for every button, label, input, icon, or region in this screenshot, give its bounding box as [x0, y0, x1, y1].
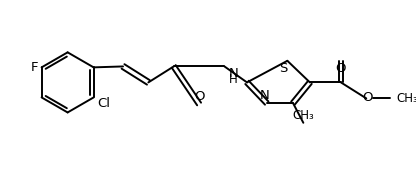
Text: N: N — [260, 89, 270, 102]
Text: O: O — [194, 90, 204, 103]
Text: CH₃: CH₃ — [292, 109, 314, 122]
Text: N: N — [229, 67, 239, 79]
Text: H: H — [229, 73, 238, 86]
Text: CH₃: CH₃ — [396, 92, 416, 105]
Text: Cl: Cl — [97, 98, 110, 110]
Text: F: F — [30, 61, 38, 74]
Text: O: O — [336, 62, 346, 75]
Text: S: S — [280, 62, 288, 75]
Text: O: O — [362, 91, 372, 104]
